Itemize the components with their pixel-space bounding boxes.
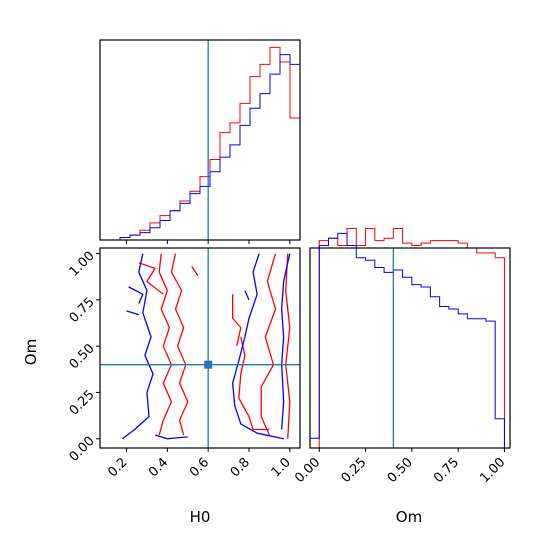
om-hist-blue-series [309,232,505,448]
contour-blue-line [244,290,250,301]
contour-blue-line [126,310,139,316]
om-histogram-panel: 0.00 0.25 0.50 0.75 1.00 [292,227,511,486]
om-x-tick-label: 0.75 [431,455,462,486]
contour-lines [122,253,291,440]
om-y-tick-label: 0.00 [67,434,98,465]
contour-blue-line [128,286,144,304]
om-y-tick-label: 0.50 [67,341,98,372]
om-y-tick-label: 1.00 [67,249,98,280]
om-y-tick-label: 0.25 [67,387,98,418]
contour-red-line [191,266,199,277]
contour-red-line [238,336,270,431]
contour-blue-line [232,253,284,440]
truth-marker [204,360,213,369]
contour-blue-line [280,253,291,430]
contour-red-line [138,262,164,295]
om-hist-red-series [310,227,505,449]
h0-om-contour-panel: 0.2 0.4 0.6 0.8 1.0 0.00 0.25 0.50 0.75 1.00 [67,247,301,480]
om-hist-frame [309,247,511,449]
om-x-tick-label: 0.50 [385,455,416,486]
contour-red-line [232,294,242,347]
om-x-tick-label: 0.25 [338,455,369,486]
h0-hist-blue-series [100,54,301,241]
contour-frame [99,247,301,449]
h0-x-tick-label: 1.0 [269,455,294,480]
om-x-tick-label: 1.00 [477,455,508,486]
x-axis-label-om: Om [396,508,422,526]
contour-red-line [285,253,291,439]
contour-red-line [158,253,173,436]
contour-red-line [170,253,189,436]
h0-x-tick-label: 0.4 [146,455,171,480]
h0-histogram-panel [99,39,301,244]
h0-x-tick-label: 0.8 [228,455,253,480]
contour-red-line [260,253,277,436]
y-axis-label-om: Om [22,339,40,365]
contour-blue-line [154,434,188,440]
x-axis-label-h0: H0 [190,508,211,526]
h0-x-tick-label: 0.6 [187,455,212,480]
om-y-tick-label: 0.75 [67,295,98,326]
h0-hist-frame [99,39,301,241]
contour-blue-line [122,253,154,440]
om-x-tick-label: 0.00 [292,455,323,486]
h0-x-tick-label: 0.2 [105,455,130,480]
